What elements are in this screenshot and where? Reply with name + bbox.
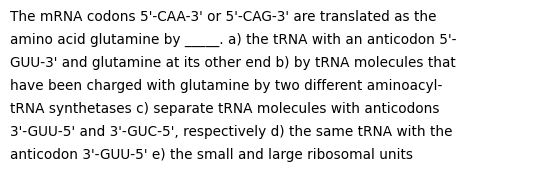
Text: amino acid glutamine by _____. a) the tRNA with an anticodon 5'-: amino acid glutamine by _____. a) the tR… — [10, 33, 456, 47]
Text: have been charged with glutamine by two different aminoacyl-: have been charged with glutamine by two … — [10, 79, 442, 93]
Text: The mRNA codons 5'-CAA-3' or 5'-CAG-3' are translated as the: The mRNA codons 5'-CAA-3' or 5'-CAG-3' a… — [10, 10, 436, 24]
Text: GUU-3' and glutamine at its other end b) by tRNA molecules that: GUU-3' and glutamine at its other end b)… — [10, 56, 456, 70]
Text: 3'-GUU-5' and 3'-GUC-5', respectively d) the same tRNA with the: 3'-GUU-5' and 3'-GUC-5', respectively d)… — [10, 125, 453, 139]
Text: anticodon 3'-GUU-5' e) the small and large ribosomal units: anticodon 3'-GUU-5' e) the small and lar… — [10, 148, 413, 162]
Text: tRNA synthetases c) separate tRNA molecules with anticodons: tRNA synthetases c) separate tRNA molecu… — [10, 102, 440, 116]
